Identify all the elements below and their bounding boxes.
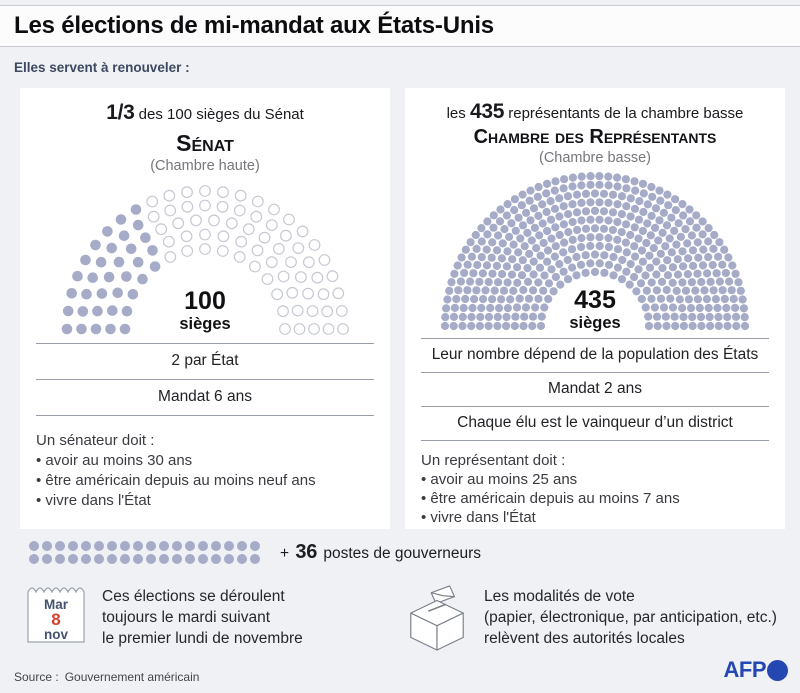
- governors-label: + 36 postes de gouverneurs: [280, 541, 481, 564]
- senate-hemicycle: 100 sièges: [20, 183, 390, 335]
- house-req-list: avoir au moins 25 ansêtre américain depu…: [421, 470, 769, 527]
- ballot-box-icon: [410, 585, 464, 651]
- governors-dot-grid: [29, 541, 260, 564]
- senate-chamber-type: (Chambre haute): [150, 158, 260, 174]
- calendar-weekday: Mar: [44, 597, 69, 612]
- voting-methods-line: relèvent des autorités locales: [484, 630, 685, 647]
- afp-logo: AFP: [723, 657, 788, 683]
- senate-req-item: être américain depuis au moins neuf ans: [36, 471, 374, 491]
- governors-plus: +: [280, 545, 290, 562]
- senate-fact-row: 2 par État: [36, 343, 374, 379]
- senate-intro-fraction: 1/3: [106, 101, 135, 124]
- voting-methods-text: Les modalités de vote (papier, électroniq…: [484, 586, 777, 649]
- header-band: Les élections de mi-mandat aux États-Uni…: [0, 5, 800, 47]
- governors-row: + 36 postes de gouverneurs: [28, 539, 481, 566]
- senate-intro: 1/3 des 100 sièges du Sénat: [20, 101, 390, 125]
- house-req-item: avoir au moins 25 ans: [421, 470, 769, 489]
- senate-req-item: vivre dans l'État: [36, 491, 374, 511]
- house-requirements: Un représentant doit : avoir au moins 25…: [421, 451, 769, 527]
- page-title: Les élections de mi-mandat aux États-Uni…: [14, 12, 494, 39]
- election-date-line: Ces élections se déroulent: [102, 588, 285, 605]
- house-chamber-type: (Chambre basse): [538, 150, 651, 166]
- house-fact-row: Mandat 2 ans: [421, 372, 769, 406]
- house-hemicycle: 435 sièges: [405, 170, 785, 332]
- house-intro-number: 435: [469, 100, 505, 123]
- house-req-item: être américain depuis au moins 7 ans: [421, 489, 769, 508]
- source-value: Gouvernement américain: [64, 670, 200, 684]
- senate-requirements: Un sénateur doit : avoir au moins 30 ans…: [36, 431, 374, 511]
- senate-seat-count: 100: [184, 286, 226, 315]
- governors-number: 36: [295, 541, 318, 563]
- senate-req-item: avoir au moins 30 ans: [36, 451, 374, 471]
- afp-globe-icon: [767, 659, 788, 681]
- senate-facts: 2 par État Mandat 6 ans: [36, 343, 374, 416]
- house-intro-pre: les: [446, 105, 470, 122]
- senate-seat-label: 100 sièges: [179, 286, 231, 333]
- senate-req-list: avoir au moins 30 ansêtre américain depu…: [36, 451, 374, 511]
- house-seat-word: sièges: [569, 313, 621, 332]
- afp-logo-text: AFP: [723, 657, 767, 682]
- senate-seat-chart: [61, 185, 349, 335]
- house-seat-label: 435 sièges: [569, 285, 621, 332]
- house-req-title: Un représentant doit :: [421, 452, 566, 469]
- house-name: Chambre des Représentants: [473, 126, 717, 148]
- senate-fact-row: Mandat 6 ans: [36, 379, 374, 415]
- election-date-text: Ces élections se déroulent toujours le ma…: [102, 586, 303, 649]
- election-date-note: Mar 8 nov Ces élections se déroulent touj…: [26, 583, 398, 649]
- voting-methods-line: (papier, électronique, par anticipation,…: [484, 609, 777, 626]
- voting-methods-note: Les modalités de vote (papier, électroniq…: [404, 583, 796, 651]
- senate-seat-word: sièges: [179, 314, 231, 333]
- house-fact-row: Chaque élu est le vainqueur d’un distric…: [421, 406, 769, 440]
- house-fact-row: Leur nombre dépend de la population des …: [421, 338, 769, 372]
- source-line: Source : Gouvernement américain: [14, 670, 205, 684]
- house-seat-count: 435: [574, 285, 616, 314]
- house-intro: les 435 représentants de la chambre bass…: [405, 100, 785, 124]
- source-label: Source :: [14, 670, 59, 684]
- house-req-item: vivre dans l'État: [421, 508, 769, 527]
- senate-card: 1/3 des 100 sièges du Sénat Sénat (Chamb…: [20, 88, 390, 529]
- calendar-day: 8: [51, 610, 60, 629]
- calendar-icon: Mar 8 nov: [27, 587, 85, 643]
- governors-text: postes de gouverneurs: [323, 545, 482, 562]
- election-date-line: toujours le mardi suivant: [102, 609, 270, 626]
- house-seat-chart: [440, 172, 750, 331]
- house-card: les 435 représentants de la chambre bass…: [405, 88, 785, 529]
- voting-methods-line: Les modalités de vote: [484, 588, 635, 605]
- house-facts: Leur nombre dépend de la population des …: [421, 338, 769, 441]
- page-subtitle: Elles servent à renouveler :: [14, 60, 190, 75]
- election-date-line: le premier lundi de novembre: [102, 630, 303, 647]
- senate-name: Sénat: [176, 130, 234, 156]
- calendar-month: nov: [44, 627, 68, 642]
- house-intro-rest: représentants de la chambre basse: [504, 105, 744, 122]
- senate-intro-rest: des 100 sièges du Sénat: [134, 106, 304, 123]
- senate-req-title: Un sénateur doit :: [36, 432, 155, 449]
